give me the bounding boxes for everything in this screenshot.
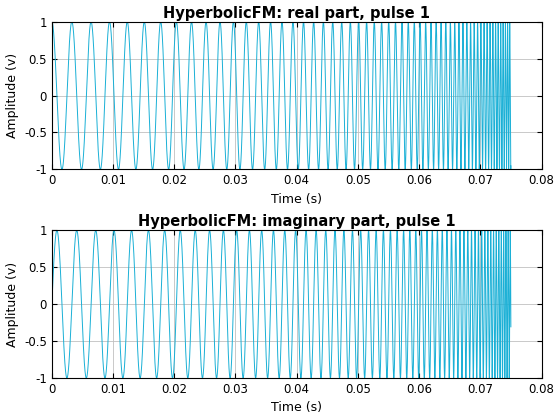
X-axis label: Time (s): Time (s) — [271, 402, 322, 415]
Title: HyperbolicFM: imaginary part, pulse 1: HyperbolicFM: imaginary part, pulse 1 — [138, 214, 455, 229]
Y-axis label: Amplitude (v): Amplitude (v) — [6, 53, 18, 138]
X-axis label: Time (s): Time (s) — [271, 193, 322, 206]
Title: HyperbolicFM: real part, pulse 1: HyperbolicFM: real part, pulse 1 — [163, 5, 430, 21]
Y-axis label: Amplitude (v): Amplitude (v) — [6, 262, 18, 347]
